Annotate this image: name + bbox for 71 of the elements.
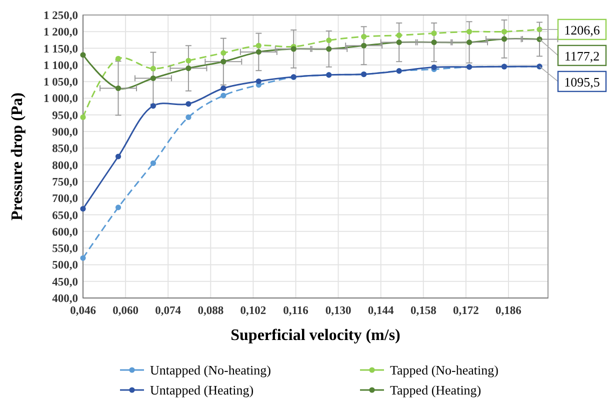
x-tick-label: 0,088 <box>198 305 224 317</box>
point <box>256 42 262 48</box>
y-tick-label: 950,0 <box>52 110 78 122</box>
legend-label: Tapped (Heating) <box>390 382 482 398</box>
point <box>186 114 192 120</box>
legend-label: Untapped (Heating) <box>150 382 254 398</box>
x-tick-label: 0,144 <box>368 305 394 317</box>
point <box>80 114 86 120</box>
point <box>326 38 332 44</box>
point <box>115 154 122 160</box>
point <box>80 206 86 212</box>
point <box>150 75 156 82</box>
y-tick-label: 900,0 <box>52 126 78 139</box>
y-tick-label: 1 100,0 <box>44 60 78 72</box>
point <box>431 30 437 36</box>
point <box>326 46 332 52</box>
point <box>115 85 122 92</box>
y-tick-label: 1 200,0 <box>44 26 78 39</box>
point <box>80 52 86 58</box>
point <box>150 66 156 72</box>
y-tick-label: 700,0 <box>52 193 78 206</box>
point <box>466 28 472 34</box>
point <box>220 92 226 98</box>
point <box>256 49 262 55</box>
point <box>431 40 437 46</box>
point <box>80 255 86 261</box>
x-axis-title: Superficial velocity (m/s) <box>230 327 400 344</box>
x-tick-label: 0,060 <box>112 305 139 317</box>
point <box>256 78 262 84</box>
x-tick-label: 0,130 <box>325 305 352 317</box>
point <box>150 160 156 166</box>
x-tick-label: 0,158 <box>410 305 437 317</box>
data-label: 1177,2 <box>564 48 600 64</box>
point <box>186 101 192 107</box>
point <box>186 65 192 72</box>
x-tick-label: 0,186 <box>496 305 522 317</box>
y-tick-label: 1 000,0 <box>44 93 78 106</box>
point <box>501 36 508 42</box>
point <box>466 40 472 46</box>
legend-label: Tapped (No-heating) <box>390 362 498 378</box>
y-tick-label: 650,0 <box>52 210 78 222</box>
x-tick-label: 0,102 <box>240 305 266 317</box>
y-axis-title: Pressure drop (Pa) <box>9 92 26 220</box>
y-tick-label: 800,0 <box>52 160 78 172</box>
y-tick-label: 1 250,0 <box>44 10 78 22</box>
point <box>115 204 122 210</box>
y-tick-label: 850,0 <box>52 143 78 156</box>
legend-label: Untapped (No-heating) <box>150 362 271 378</box>
point <box>396 40 402 46</box>
y-tick-label: 750,0 <box>52 176 78 188</box>
point <box>220 50 226 56</box>
y-tick-label: 450,0 <box>52 276 78 288</box>
point <box>220 58 226 64</box>
x-tick-label: 0,046 <box>70 305 96 317</box>
point <box>186 58 192 64</box>
y-tick-label: 400,0 <box>52 293 78 305</box>
x-tick-label: 0,116 <box>283 305 309 317</box>
data-label: 1095,5 <box>564 74 600 90</box>
point <box>501 28 508 34</box>
point <box>396 32 402 38</box>
y-tick-label: 1 050,0 <box>44 76 78 89</box>
data-label: 1206,6 <box>564 22 600 38</box>
point <box>361 42 367 48</box>
y-tick-label: 550,0 <box>52 243 78 256</box>
y-tick-label: 600,0 <box>52 226 78 238</box>
y-tick-label: 1 150,0 <box>44 43 78 56</box>
y-tick-label: 500,0 <box>52 260 78 272</box>
point <box>361 34 367 40</box>
point <box>290 46 296 52</box>
x-tick-label: 0,074 <box>155 305 182 317</box>
x-tick-label: 0,172 <box>453 305 480 317</box>
